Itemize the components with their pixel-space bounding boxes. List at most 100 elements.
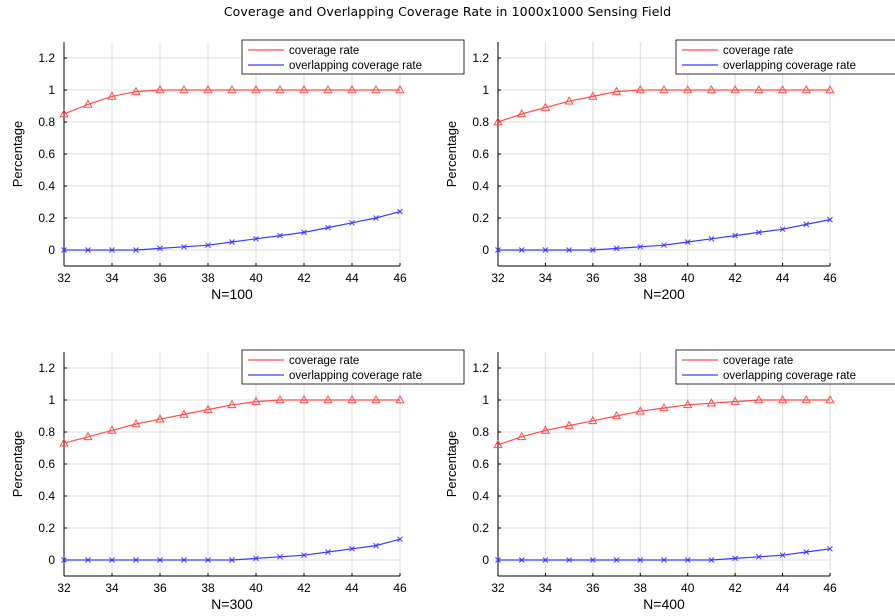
overlapping-coverage-rate-point	[637, 557, 644, 563]
x-marker-stroke	[109, 557, 115, 563]
y-axis-label: Percentage	[444, 121, 459, 188]
overlapping-coverage-rate-point	[85, 247, 91, 253]
x-marker-stroke	[732, 232, 738, 239]
legend-box	[675, 39, 895, 75]
x-tick-label: 46	[393, 581, 407, 595]
coverage-rate-point	[131, 86, 141, 95]
overlapping-coverage-rate-point	[613, 245, 620, 252]
legend-label: coverage rate	[289, 355, 359, 367]
y-tick-label: 1	[482, 393, 489, 407]
coverage-rate-line	[497, 399, 830, 446]
x-marker-stroke	[542, 247, 549, 253]
coverage-rate-point	[683, 84, 693, 94]
y-tick-label: 0.6	[472, 457, 489, 471]
y-tick-label: 0.4	[472, 489, 489, 503]
x-tick-label: 36	[586, 581, 600, 595]
x-marker-stroke	[373, 215, 379, 221]
coverage-rate-point	[323, 84, 333, 94]
overlapping-coverage-rate-point	[205, 242, 211, 249]
x-marker-stroke	[566, 247, 572, 253]
y-tick-label: 0	[482, 553, 489, 567]
coverage-rate-point	[179, 84, 189, 94]
x-marker-stroke	[205, 242, 211, 249]
x-tick-label: 34	[105, 271, 119, 285]
legend-label: overlapping coverage rate	[289, 370, 422, 382]
chart-panel-3: 32 34 36 38 40 42 44 46 0 0.2 0.4 0.6 0.8 1 1.2 N=300 Pe…	[10, 349, 465, 612]
overlapping-coverage-rate-point	[542, 247, 549, 253]
coverage-rate-point	[59, 438, 69, 447]
coverage-rate-point	[659, 84, 669, 94]
overlapping-coverage-rate-point	[157, 557, 163, 563]
coverage-rate-point	[179, 409, 189, 418]
x-tick-label: 40	[681, 271, 695, 285]
x-marker-stroke	[708, 235, 715, 242]
coverage-rate-point	[299, 84, 309, 94]
overlapping-coverage-rate-point	[349, 219, 355, 226]
x-tick-label: 32	[57, 581, 71, 595]
coverage-rate-point	[371, 394, 381, 404]
coverage-rate-point	[347, 394, 357, 404]
x-marker-stroke	[566, 557, 572, 563]
legend-label: coverage rate	[723, 45, 793, 57]
overlapping-coverage-rate-point	[684, 557, 691, 563]
x-marker-stroke	[133, 247, 139, 253]
x-marker-stroke	[708, 557, 715, 563]
x-tick-label: 32	[491, 271, 505, 285]
y-axis-label: Percentage	[10, 121, 25, 188]
y-tick-label: 0.4	[38, 179, 55, 193]
legend-label: overlapping coverage rate	[723, 60, 856, 72]
x-marker-stroke	[349, 219, 355, 226]
coverage-rate-point	[275, 84, 285, 94]
overlapping-coverage-rate-point	[708, 235, 715, 242]
y-tick-label: 0	[48, 243, 55, 257]
coverage-rate-point	[754, 394, 764, 404]
y-tick-label: 0.4	[472, 179, 489, 193]
x-axis-label: N=400	[643, 596, 685, 612]
x-marker-stroke	[684, 557, 691, 563]
x-tick-label: 46	[823, 581, 837, 595]
overlapping-coverage-rate-point	[301, 229, 307, 236]
overlapping-coverage-rate-point	[301, 552, 307, 559]
x-marker-stroke	[373, 542, 379, 549]
coverage-rate-point	[825, 394, 835, 404]
x-marker-stroke	[277, 232, 283, 239]
coverage-rate-point	[323, 394, 333, 404]
overlapping-coverage-rate-point	[803, 549, 810, 555]
overlapping-coverage-rate-point	[779, 552, 786, 559]
overlapping-coverage-rate-point	[495, 247, 501, 253]
coverage-rate-point	[611, 410, 622, 420]
y-tick-label: 0.6	[38, 457, 55, 471]
overlapping-coverage-rate-point	[397, 208, 403, 215]
overlapping-coverage-rate-point	[109, 557, 115, 563]
x-marker-stroke	[301, 229, 307, 236]
x-axis-label: N=200	[643, 286, 685, 302]
overlapping-coverage-rate-point	[827, 216, 833, 223]
overlapping-coverage-rate-point	[253, 555, 259, 562]
x-tick-label: 34	[105, 581, 119, 595]
x-marker-stroke	[349, 545, 355, 552]
x-tick-label: 34	[539, 581, 553, 595]
chart-panel-1: 32 34 36 38 40 42 44 46 0 0.2 0.4 0.6 0.8 1 1.2 N=100 Pe…	[10, 39, 465, 302]
overlapping-coverage-rate-point	[229, 557, 235, 563]
x-marker-stroke	[109, 247, 115, 253]
coverage-rate-point	[825, 84, 835, 94]
x-tick-label: 42	[297, 581, 311, 595]
x-marker-stroke	[61, 557, 67, 563]
coverage-rate-point	[203, 84, 213, 94]
overlapping-coverage-rate-point	[518, 247, 525, 253]
x-tick-label: 40	[681, 581, 695, 595]
overlapping-coverage-rate-point	[708, 557, 715, 563]
overlapping-coverage-rate-point	[779, 226, 786, 233]
x-marker-stroke	[756, 229, 762, 236]
coverage-rate-point	[588, 91, 598, 100]
x-marker-stroke	[301, 552, 307, 559]
x-marker-stroke	[325, 549, 331, 555]
overlapping-coverage-rate-point	[325, 549, 331, 555]
figure-title: Coverage and Overlapping Coverage Rate i…	[223, 4, 672, 19]
x-axis-label: N=300	[211, 596, 253, 612]
x-marker-stroke	[181, 557, 187, 563]
y-tick-label: 1	[482, 83, 489, 97]
overlapping-coverage-rate-point	[277, 553, 283, 560]
x-tick-label: 36	[153, 271, 167, 285]
overlapping-coverage-rate-point	[181, 243, 187, 250]
